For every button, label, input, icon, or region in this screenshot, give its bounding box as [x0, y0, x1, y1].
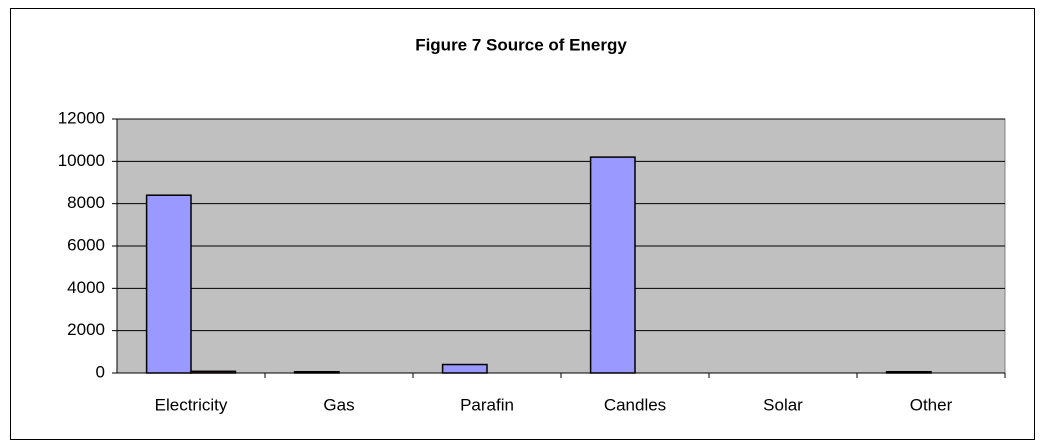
- y-tick-label: 4000: [67, 278, 105, 297]
- y-tick-label: 8000: [67, 193, 105, 212]
- bar: [145, 194, 192, 374]
- x-tick-label: Parafin: [460, 395, 514, 414]
- y-tick-label: 6000: [67, 235, 105, 254]
- bar: [293, 370, 340, 374]
- x-tick-label: Solar: [763, 395, 803, 414]
- y-tick-label: 0: [96, 362, 105, 381]
- bar: [190, 370, 237, 374]
- x-tick-label: Candles: [604, 395, 666, 414]
- y-tick-label: 10000: [58, 151, 105, 170]
- chart-title: Figure 7 Source of Energy: [415, 35, 627, 54]
- x-tick-label: Electricity: [155, 395, 228, 414]
- x-tick-label: Gas: [323, 395, 354, 414]
- bar: [441, 363, 488, 374]
- x-tick-label: Other: [910, 395, 953, 414]
- bar: [885, 370, 932, 374]
- bar: [589, 156, 636, 374]
- y-tick-label: 2000: [67, 320, 105, 339]
- y-tick-label: 12000: [58, 108, 105, 127]
